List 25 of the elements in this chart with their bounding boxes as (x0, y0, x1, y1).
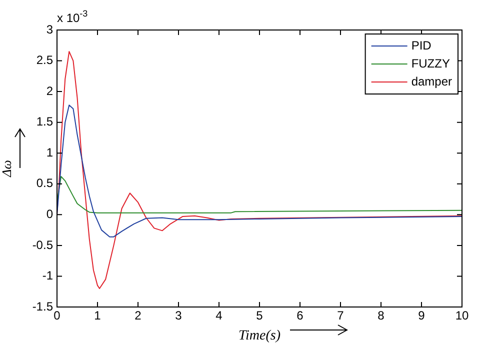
x-tick-label: 6 (296, 308, 304, 323)
x-tick-label: 3 (175, 308, 182, 323)
y-tick-label: -0.5 (32, 238, 54, 252)
x-tick-label: 5 (256, 308, 264, 323)
y-tick-label: 2.5 (36, 53, 54, 68)
x-tick-label: 7 (337, 308, 344, 323)
y-axis-title: Δω (0, 160, 14, 178)
x-tick-label: 2 (134, 308, 142, 323)
x-tick-label: 10 (455, 308, 469, 323)
y-tick-label: 0.5 (36, 176, 54, 190)
y-tick-label: -1 (42, 268, 54, 283)
legend-label: damper (411, 74, 452, 88)
y-tick-label: -1.5 (32, 299, 54, 314)
y-tick-label: 1 (46, 145, 54, 160)
x-tick-label: 9 (418, 308, 426, 323)
y-tick-label: 0 (46, 206, 54, 221)
x-tick-label: 8 (378, 308, 385, 323)
x-axis-title: Time(s) (238, 328, 281, 344)
legend-label: PID (411, 38, 432, 52)
x-tick-label: 1 (94, 308, 102, 323)
y-tick-label: 1.5 (36, 114, 54, 129)
legend-label: FUZZY (411, 56, 450, 70)
x-tick-label: 4 (216, 308, 223, 323)
y-tick-label: 2 (46, 84, 54, 98)
y-tick-label: 3 (46, 22, 54, 36)
